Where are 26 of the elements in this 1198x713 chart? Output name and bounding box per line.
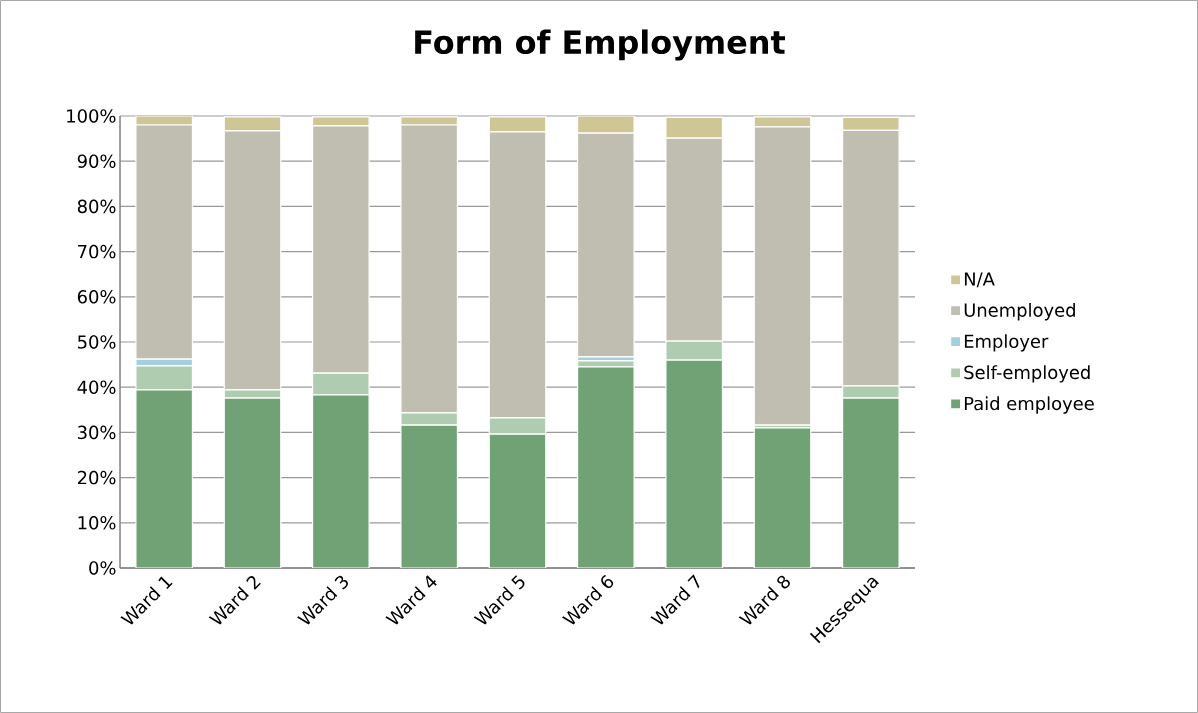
y-tick-label: 70% bbox=[78, 244, 116, 259]
bar bbox=[223, 397, 282, 568]
y-tick-label: 40% bbox=[77, 380, 116, 394]
y-tick-label: 0% bbox=[89, 561, 116, 575]
y-tick-label: 30% bbox=[77, 425, 116, 440]
chart-title: Form of Employment bbox=[415, 29, 785, 61]
bar bbox=[576, 366, 635, 568]
legend-label: N/A bbox=[964, 272, 995, 288]
y-tick-label: 50% bbox=[78, 335, 116, 349]
bar bbox=[841, 397, 900, 568]
legend-label: Unemployed bbox=[964, 303, 1075, 321]
bar bbox=[665, 359, 724, 568]
y-tick-label: 90% bbox=[77, 154, 116, 168]
bar bbox=[311, 394, 370, 568]
y-tick-label: 100% bbox=[67, 109, 116, 123]
bar bbox=[753, 427, 812, 568]
y-tick-label: 10% bbox=[78, 516, 116, 530]
legend-label: Employer bbox=[964, 334, 1049, 352]
bar bbox=[400, 424, 459, 568]
bar bbox=[135, 389, 194, 568]
y-tick-label: 60% bbox=[77, 290, 116, 304]
y-tick-label: 20% bbox=[77, 470, 116, 485]
legend-label: Paid employee bbox=[964, 396, 1094, 414]
legend-label: Self-employed bbox=[964, 365, 1090, 383]
y-tick-label: 80% bbox=[77, 199, 116, 214]
bar bbox=[488, 433, 547, 568]
